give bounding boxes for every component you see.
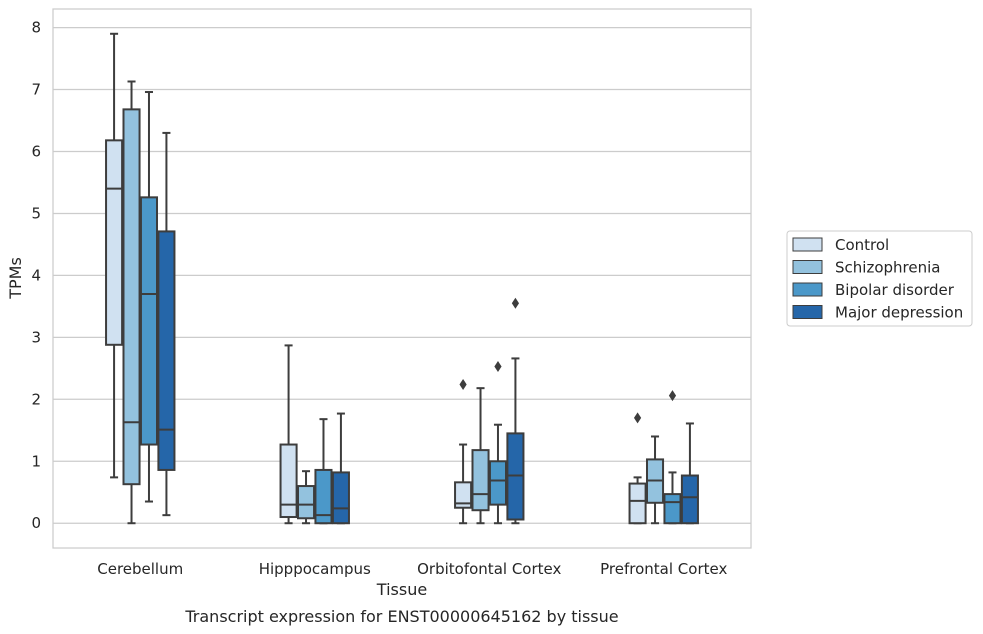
y-tick-label: 6 [31,142,41,160]
x-tick-label: Hipppocampus [259,560,371,578]
iqr-box [296,485,316,520]
outlier-point [511,297,520,309]
box-control [105,32,124,479]
x-tick-label: Prefrontal Cortex [600,560,727,578]
y-axis-label: TPMs [6,257,25,300]
box-major-depression [680,422,699,525]
box-control [628,412,647,525]
legend-swatch [792,237,823,252]
legend-swatch [792,282,823,297]
outlier-point [494,360,502,372]
box-schizophrenia [645,435,665,525]
y-tick-label: 8 [31,19,41,37]
iqr-box [122,108,141,486]
iqr-box [331,471,350,525]
legend-swatch [792,260,823,274]
iqr-box [157,230,176,471]
box-schizophrenia [296,470,316,525]
iqr-box [488,460,508,506]
box-major-depression [331,412,350,525]
box-bipolar-disorder [314,418,333,525]
outlier-point [668,390,677,402]
iqr-box [663,493,682,525]
box-bipolar-disorder [663,390,682,525]
iqr-box [471,449,490,512]
box-major-depression [157,131,176,517]
iqr-box [628,482,647,525]
box-schizophrenia [122,80,141,525]
legend-swatch [792,305,823,319]
y-tick-label: 0 [31,514,41,532]
box-bipolar-disorder [488,360,508,525]
box-schizophrenia [471,387,490,525]
iqr-box [105,139,124,346]
iqr-box [680,474,699,525]
legend-label: Major depression [835,304,963,322]
box-control [279,344,298,525]
y-tick-label: 5 [31,204,41,222]
iqr-box [314,468,333,525]
x-tick-label: Orbitofontal Cortex [417,560,561,578]
y-tick-label: 2 [31,390,41,408]
legend-label: Control [835,236,889,254]
chart-caption: Transcript expression for ENST0000064516… [184,607,618,626]
outlier-point [633,412,642,424]
x-tick-label: Cerebellum [97,560,183,578]
y-tick-label: 3 [31,328,41,346]
y-tick-labels: 0 1 2 3 4 5 6 7 8 [31,19,41,533]
iqr-box [279,443,298,519]
legend-label: Schizophrenia [835,259,940,277]
legend-frame [786,230,973,327]
iqr-box [139,196,159,446]
boxes [105,32,699,525]
x-axis-label: Tissue [376,580,427,599]
box-control [454,378,473,525]
legend: Control Schizophrenia Bipolar disorder Majo… [786,230,973,327]
box-major-depression [506,297,525,525]
x-tick-labels: Cerebellum Hipppocampus Orbitofontal Corte… [97,560,727,578]
legend-label: Bipolar disorder [835,281,955,299]
y-tick-label: 4 [31,266,41,284]
iqr-box [454,481,473,509]
box-bipolar-disorder [139,91,159,503]
outlier-point [459,378,467,390]
y-tick-label: 7 [31,81,41,99]
plot-frame [52,8,752,549]
y-tick-label: 1 [31,452,41,470]
